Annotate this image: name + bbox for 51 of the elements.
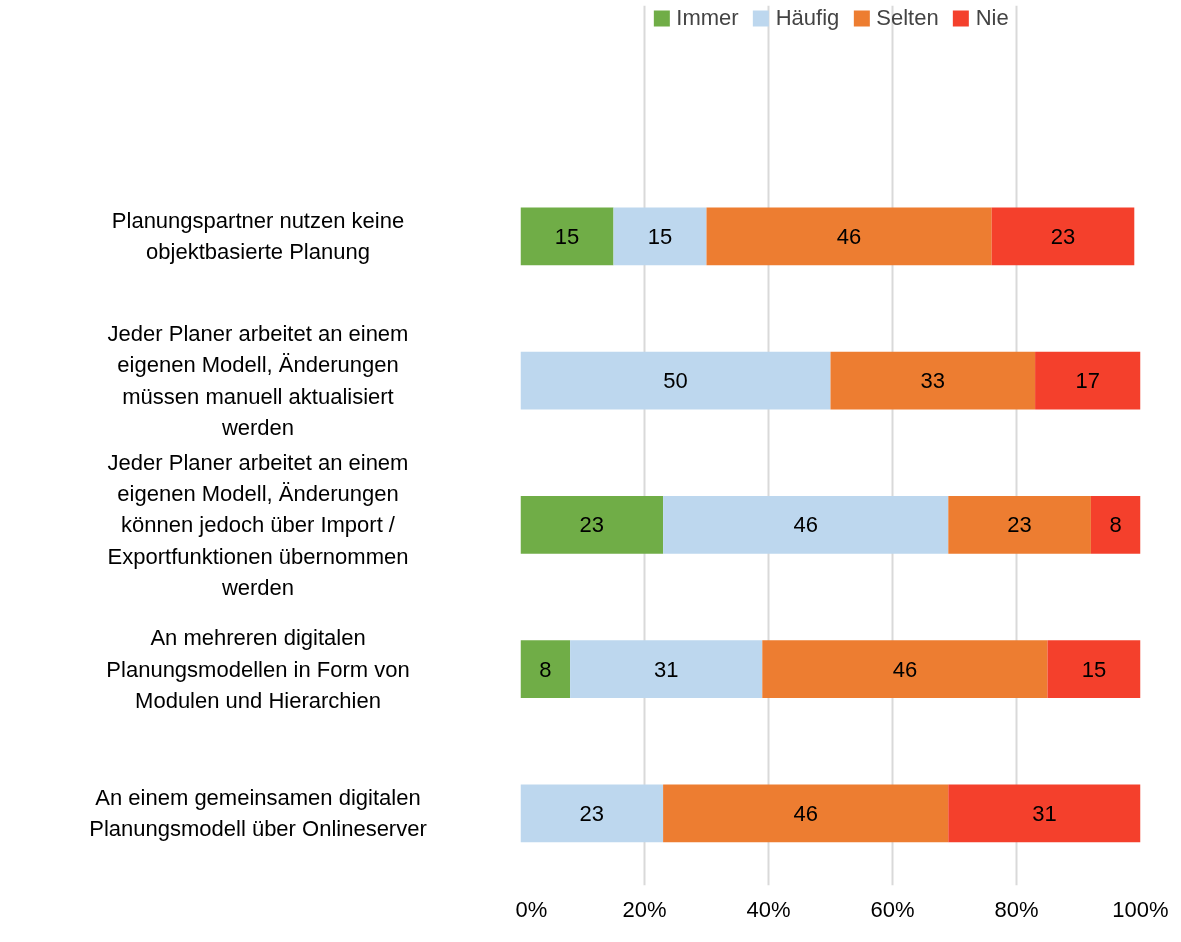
y-tick-label: An mehreren digitalen Planungsmodellen in Form von Modulen und Hierarchien [106,625,410,713]
data-label: 17 [1075,368,1101,394]
x-tick-label: 60% [870,896,915,922]
y-tick-label: Planungspartner nutzen keine objektbasierte Planung [111,208,405,265]
bar [948,784,1141,843]
data-label: 23 [1007,512,1032,538]
bar [706,207,992,266]
data-label: 15 [554,223,580,249]
data-label: 31 [1032,800,1057,826]
bar [1047,640,1141,698]
x-tick-label: 100% [1112,896,1169,922]
y-tick-label: An einem gemeinsamen digitalen Planungsmodell über Onlineserver [89,785,427,842]
y-tick-label: Jeder Planer arbeitet an einem eigenen Modell, Änderungen können jedoch über Import / Exportfunktionen übernommen werden [107,449,409,600]
bar [830,351,1036,410]
bar [520,495,664,554]
legend-label: Häufig [775,5,840,31]
data-label: 23 [1050,223,1076,249]
data-label: 33 [920,368,946,394]
data-label: 15 [1081,656,1107,682]
data-label: 23 [579,512,605,538]
bar [570,640,763,698]
x-tick-label: 40% [746,896,791,922]
bar [520,640,571,698]
x-tick-label: 20% [622,896,667,922]
legend-label: Selten [876,5,939,31]
bar [520,784,664,843]
bar [613,207,707,266]
data-label: 46 [793,800,818,826]
data-label: 46 [892,656,918,682]
legend-label: Nie [975,5,1009,31]
x-tick-label: 0% [515,896,548,922]
bar [663,495,949,554]
y-tick-label: Jeder Planer arbeitet an einem eigenen Modell, Änderungen müssen manuell aktualisiert werden [107,321,409,440]
data-label: 8 [539,656,552,682]
bar [762,640,1048,698]
data-label: 15 [647,223,673,249]
data-label: 23 [579,800,605,826]
data-label: 8 [1109,512,1122,538]
bar [520,351,831,410]
bar [1090,495,1141,554]
bar [991,207,1135,266]
x-tick-label: 80% [994,896,1039,922]
data-label: 46 [836,223,862,249]
bar [948,495,1091,554]
data-label: 31 [653,656,679,682]
bar [1035,351,1141,410]
data-label: 46 [793,512,818,538]
legend-label: Immer [676,5,739,31]
data-label: 50 [663,368,688,394]
bar [663,784,949,843]
bar [520,207,614,266]
